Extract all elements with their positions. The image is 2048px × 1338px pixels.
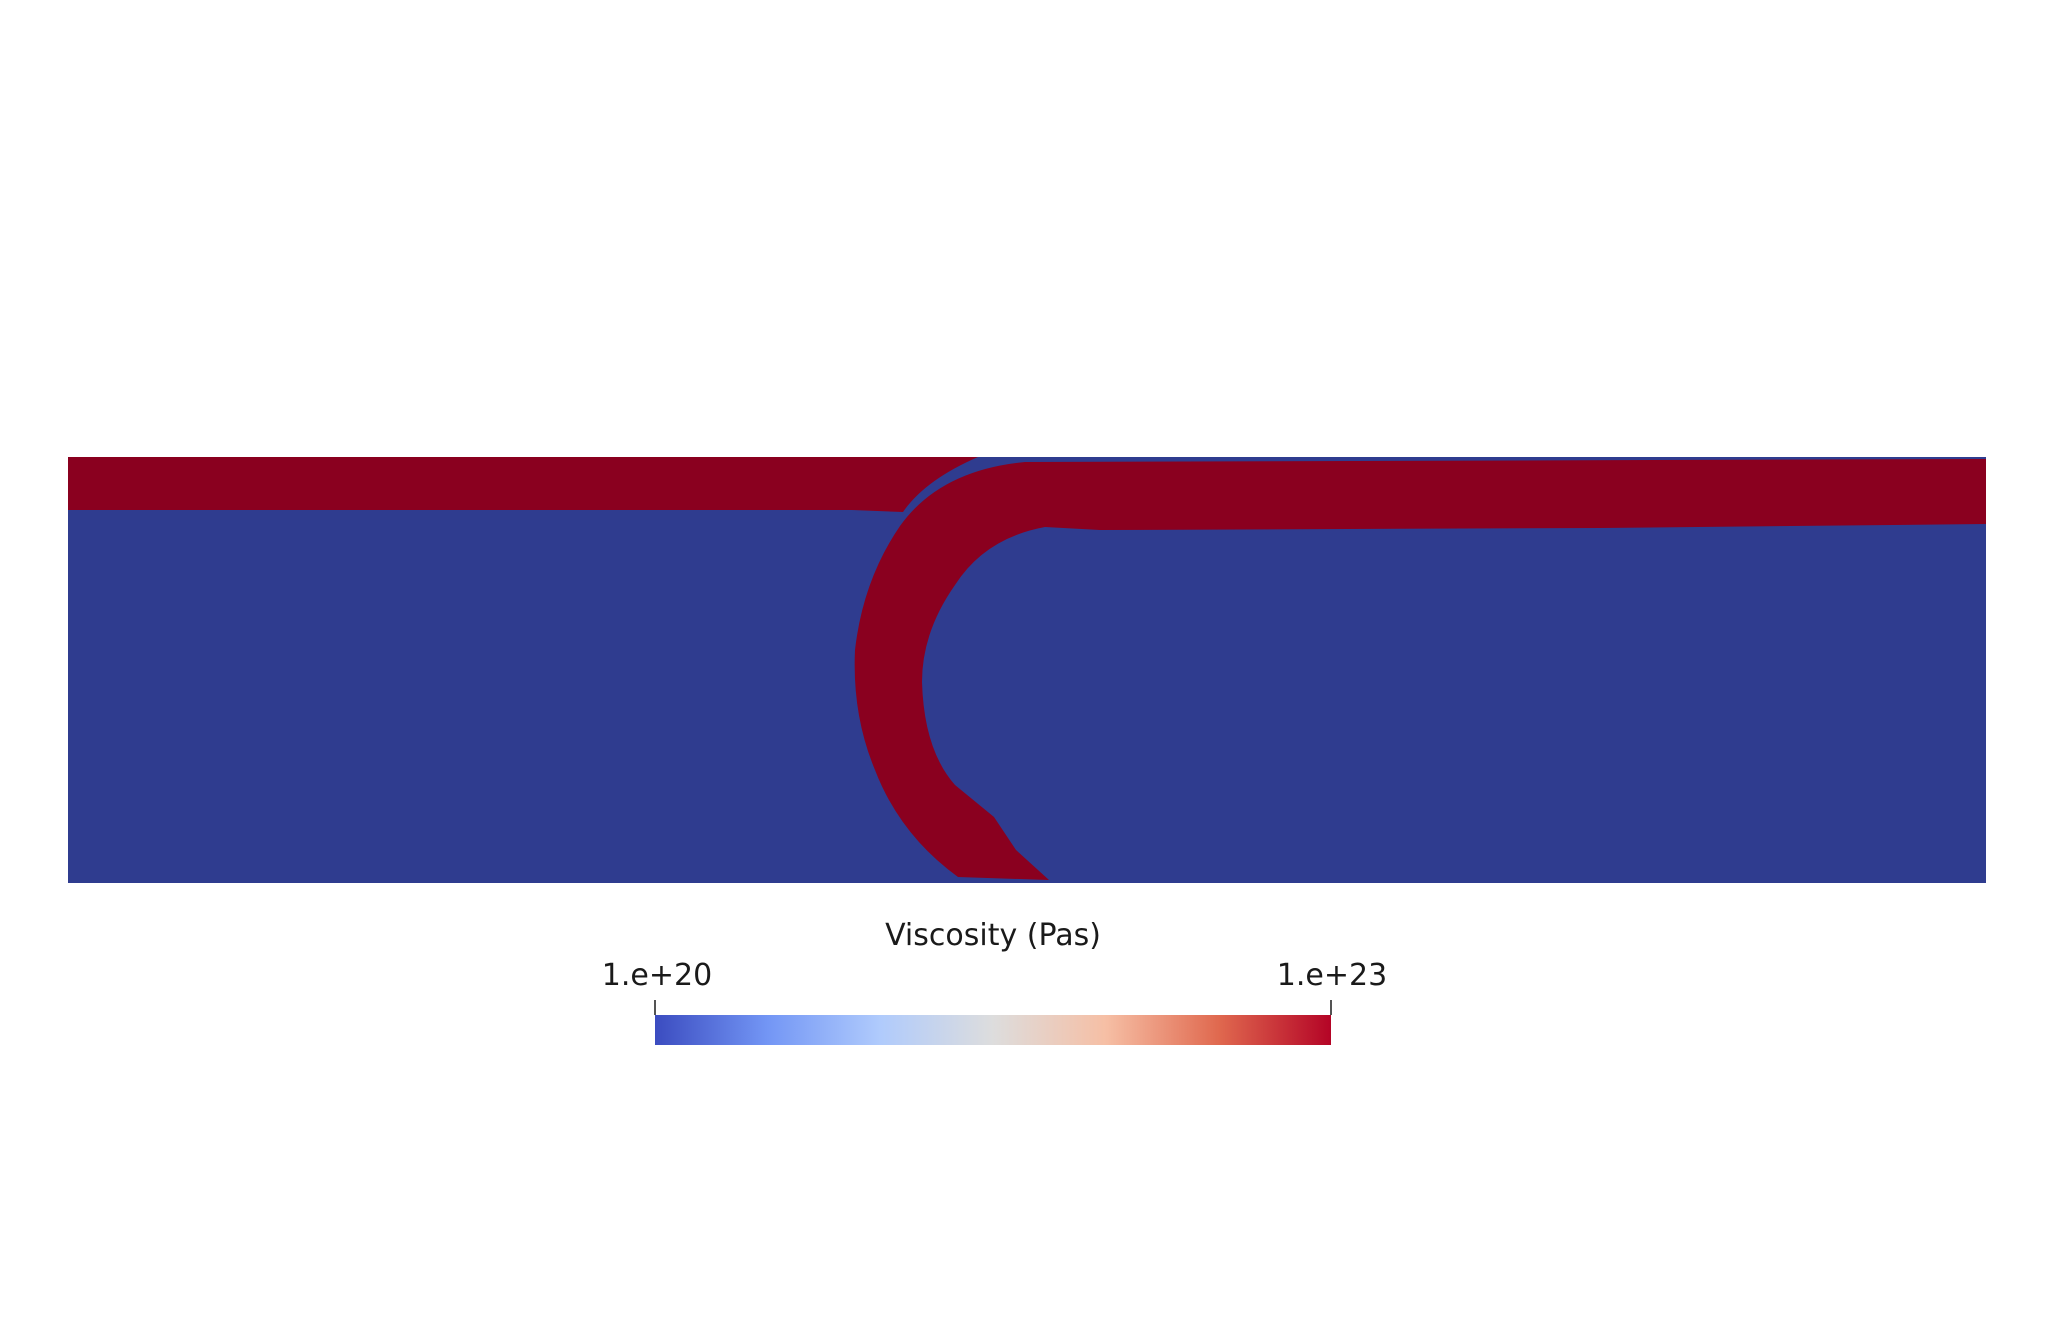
- colorbar-max-label: 1.e+23: [1277, 958, 1387, 993]
- left-plate: [68, 457, 978, 512]
- colorbar-min-label: 1.e+20: [602, 958, 712, 993]
- colorbar-title: Viscosity (Pas): [885, 918, 1101, 953]
- colorbar: [655, 1015, 1331, 1045]
- subducting-slab: [854, 459, 1987, 880]
